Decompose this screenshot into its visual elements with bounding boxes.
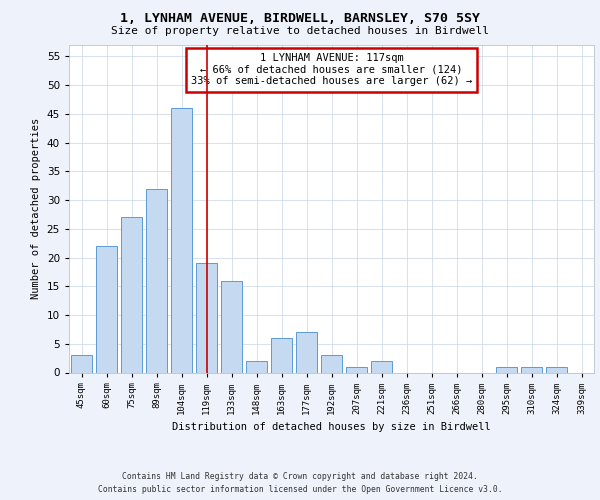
- Bar: [221, 280, 242, 372]
- Bar: [71, 356, 92, 372]
- Bar: [296, 332, 317, 372]
- X-axis label: Distribution of detached houses by size in Birdwell: Distribution of detached houses by size …: [172, 422, 491, 432]
- Bar: [246, 361, 267, 372]
- Bar: [271, 338, 292, 372]
- Bar: [371, 361, 392, 372]
- Text: Size of property relative to detached houses in Birdwell: Size of property relative to detached ho…: [111, 26, 489, 36]
- Y-axis label: Number of detached properties: Number of detached properties: [31, 118, 41, 300]
- Bar: [146, 188, 167, 372]
- Bar: [196, 264, 217, 372]
- Bar: [546, 367, 567, 372]
- Bar: [496, 367, 517, 372]
- Bar: [96, 246, 117, 372]
- Text: Contains HM Land Registry data © Crown copyright and database right 2024.
Contai: Contains HM Land Registry data © Crown c…: [98, 472, 502, 494]
- Text: 1 LYNHAM AVENUE: 117sqm
← 66% of detached houses are smaller (124)
33% of semi-d: 1 LYNHAM AVENUE: 117sqm ← 66% of detache…: [191, 53, 472, 86]
- Bar: [121, 218, 142, 372]
- Text: 1, LYNHAM AVENUE, BIRDWELL, BARNSLEY, S70 5SY: 1, LYNHAM AVENUE, BIRDWELL, BARNSLEY, S7…: [120, 12, 480, 26]
- Bar: [171, 108, 192, 372]
- Bar: [321, 356, 342, 372]
- Bar: [521, 367, 542, 372]
- Bar: [346, 367, 367, 372]
